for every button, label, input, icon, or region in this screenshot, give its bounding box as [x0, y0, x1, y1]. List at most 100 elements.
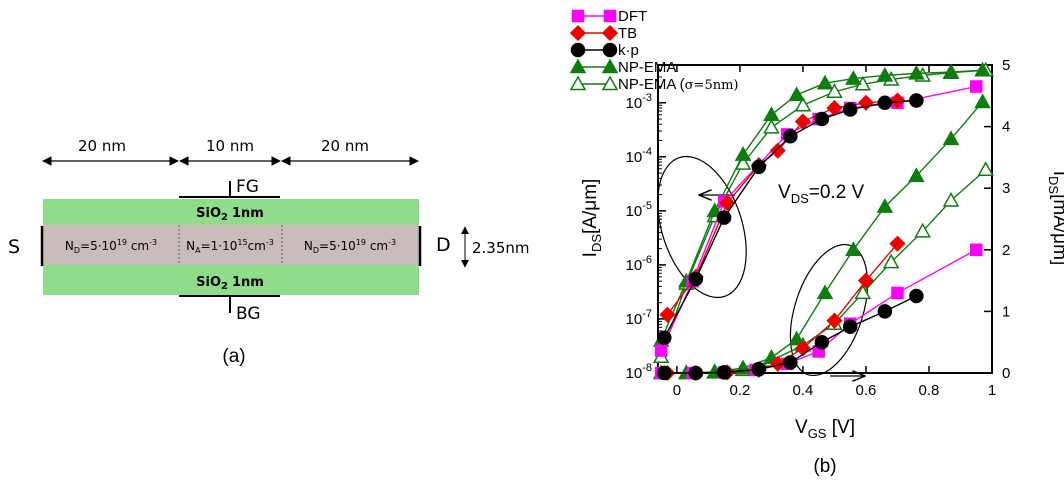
data-point-log [788, 86, 805, 102]
thickness-label: 2.35nm [472, 239, 530, 257]
legend-item-4: NP-EMA [569, 58, 676, 76]
doping-label-3: ND=5·1019 cm-3 [304, 238, 396, 255]
data-point-linear [877, 304, 893, 319]
data-point-log [657, 330, 672, 345]
data-point-log [816, 74, 834, 90]
data-point-log [688, 271, 704, 287]
data-point-log [794, 96, 812, 112]
dim-label-source: 20 nm [78, 137, 126, 155]
x-tick-label: 0 [673, 382, 681, 399]
legend-item-1: DFT [571, 8, 647, 25]
legend-label: NP-EMA (σ=5nm) [618, 76, 739, 93]
vds-annotation: VDS=0.2 V [778, 182, 865, 206]
legend-label: TB [618, 25, 637, 42]
legend-marker [603, 9, 617, 23]
bottom-oxide [43, 265, 419, 295]
data-point-log [877, 95, 893, 111]
series-line-log [660, 69, 986, 357]
data-point-log [751, 159, 767, 175]
data-point-linear [826, 312, 843, 329]
bottom-oxide-label: SiO2 1nm [196, 275, 264, 292]
series-3 [657, 93, 924, 381]
data-point-log [814, 111, 830, 127]
legend-item-3: k·p [570, 42, 639, 59]
legend-marker [601, 24, 619, 42]
legend-marker [569, 75, 587, 91]
data-point-linear [857, 272, 875, 289]
front-gate-label: FG [236, 177, 259, 197]
top-oxide-label: SiO2 1nm [196, 206, 264, 223]
data-point-linear [814, 334, 830, 350]
y-right-tick-label: 0 [1002, 365, 1010, 382]
source-label: S [8, 236, 20, 258]
series-4 [652, 61, 991, 380]
data-point-log [763, 118, 780, 134]
data-point-log [889, 92, 906, 109]
legend-marker [601, 75, 619, 91]
data-point-log [769, 142, 786, 159]
data-point-linear [876, 198, 894, 213]
y-axis-left-label: IDS[A/μm] [580, 179, 604, 258]
data-point-linear [845, 241, 862, 257]
data-point-linear [716, 365, 732, 380]
data-point-linear [816, 284, 834, 300]
data-point-linear [657, 365, 672, 381]
legend-label: k·p [618, 42, 639, 59]
data-point-log [654, 344, 668, 357]
data-point-linear [783, 355, 798, 370]
y-right-tick-label: 3 [1002, 180, 1010, 197]
data-point-log [876, 66, 894, 82]
data-point-linear [842, 319, 858, 335]
legend-marker [570, 42, 586, 58]
data-point-log [716, 210, 732, 225]
legend-marker [569, 58, 587, 74]
data-point-log [969, 80, 983, 93]
legend-item-5: NP-EMA (σ=5nm) [569, 75, 739, 93]
legend-marker [601, 58, 619, 74]
data-point-linear [788, 330, 805, 346]
data-point-linear [854, 284, 872, 300]
iv-chart: 0 0.2 0.4 0.6 0.8 110-810-710-610-510-410-301… [569, 8, 1064, 477]
data-point-log [719, 194, 736, 212]
legend-item-2: TB [569, 24, 637, 42]
data-point-log [974, 61, 991, 77]
back-gate-label: BG [236, 304, 261, 324]
legend-label: NP-EMA [618, 59, 676, 76]
data-point-log [706, 202, 723, 218]
caption-a: (a) [222, 346, 245, 367]
data-point-log [794, 113, 812, 130]
x-tick-label: 0.8 [919, 382, 940, 399]
legend-marker [602, 42, 618, 58]
y-left-tick-label: 10-6 [626, 254, 652, 274]
drain-label: D [436, 234, 451, 256]
y-left-tick-label: 10-5 [626, 200, 652, 220]
doping-label-1: ND=5·1019 cm-3 [65, 238, 157, 255]
data-point-linear [942, 130, 960, 146]
doping-label-2: NA=1·1015cm-3 [186, 238, 274, 255]
x-tick-label: 0.2 [729, 382, 750, 399]
data-point-log [842, 102, 858, 117]
data-point-linear [751, 362, 767, 377]
y-right-tick-label: 5 [1002, 57, 1010, 74]
data-point-log [845, 70, 862, 85]
legend-marker [569, 24, 587, 42]
x-axis-label: VGS [V] [795, 417, 855, 441]
y-left-tick-label: 10-8 [626, 362, 652, 382]
y-right-tick-label: 1 [1002, 303, 1010, 320]
data-point-log [659, 306, 676, 323]
data-point-linear [882, 253, 900, 269]
legend-label: DFT [618, 8, 647, 25]
plot-frame [657, 64, 993, 374]
y-right-tick-label: 4 [1002, 119, 1010, 136]
x-tick-label: 0.6 [856, 382, 877, 399]
legend-marker [571, 9, 585, 23]
y-left-tick-label: 10-4 [626, 146, 652, 166]
dim-label-channel: 10 nm [206, 137, 254, 155]
data-point-linear [889, 235, 906, 252]
y-right-tick-label: 2 [1002, 242, 1010, 259]
data-point-linear [769, 355, 786, 372]
data-point-linear [909, 288, 924, 304]
data-point-log [826, 83, 843, 98]
data-point-log [942, 63, 960, 79]
